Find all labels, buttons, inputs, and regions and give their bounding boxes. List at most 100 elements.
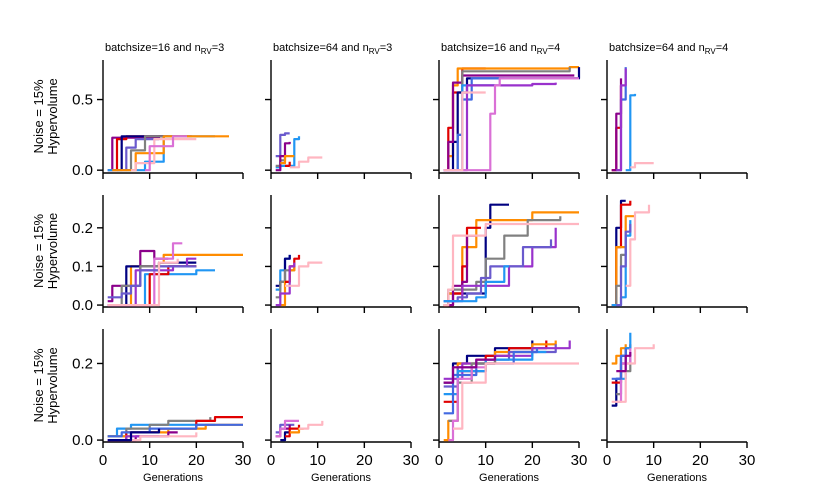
series-group-r1-c1 [275, 254, 323, 307]
series-line-6 [112, 135, 229, 172]
panel-r1-c1 [265, 195, 412, 313]
x-tick-label: 30 [571, 452, 588, 469]
x-tick-label: 0 [435, 452, 443, 469]
series-line-4 [107, 423, 243, 438]
series-line-0 [443, 67, 486, 172]
y-tick-label: 0.2 [72, 355, 93, 372]
series-line-9 [107, 258, 179, 307]
series-line-6 [299, 420, 324, 430]
y-tick-label: 0.5 [72, 92, 93, 109]
x-axis-title: Generations [647, 472, 707, 484]
series-line-4 [280, 155, 295, 165]
series-line-3 [443, 344, 557, 388]
series-line-0 [611, 199, 626, 307]
y-tick-label: 0.1 [72, 258, 93, 275]
series-group-r2-c0 [107, 416, 243, 442]
x-axis-title: Generations [311, 472, 371, 484]
series-group-r0-c1 [275, 132, 323, 172]
column-title-3: batchsize=64 and nRV=4 [609, 42, 728, 56]
x-tick-label: 30 [403, 452, 420, 469]
series-group-r1-c3 [611, 199, 651, 307]
series-line-9 [453, 362, 579, 430]
row-ylabel-1-line-1: Hypervolume [45, 213, 60, 290]
series-group-r1-c2 [443, 203, 579, 307]
x-tick-label: 10 [141, 452, 158, 469]
series-line-10 [443, 355, 497, 384]
row-ylabel-2-line-0: Noise = 15% [31, 348, 46, 423]
x-tick-label: 20 [188, 452, 205, 469]
row-ylabel-0-line-1: Hypervolume [45, 78, 60, 155]
series-line-3 [107, 265, 197, 307]
panel-r0-c2 [433, 60, 580, 179]
series-line-2 [611, 215, 635, 307]
row-ylabel-0-line-0: Noise = 15% [31, 79, 46, 154]
x-tick-label: 30 [739, 452, 756, 469]
series-group-r0-c2 [443, 66, 581, 172]
series-line-1 [275, 132, 290, 158]
series-line-3 [616, 68, 627, 172]
panel-r0-c1 [265, 60, 412, 179]
series-line-9 [443, 91, 486, 172]
series-line-7 [443, 82, 557, 172]
panel-r0-c3 [601, 60, 748, 179]
x-tick-label: 0 [603, 452, 611, 469]
x-tick-label: 10 [645, 452, 662, 469]
series-line-1 [443, 211, 579, 307]
column-title-2: batchsize=16 and nRV=4 [441, 42, 560, 56]
y-tick-label: 0.2 [72, 220, 93, 237]
y-tick-label: 0.0 [72, 432, 93, 449]
x-tick-label: 10 [477, 452, 494, 469]
panel-r2-c2: 0 10 20 30 Generations [433, 329, 587, 484]
series-line-8 [443, 77, 579, 172]
series-line-4 [625, 93, 637, 172]
series-line-6 [616, 224, 632, 307]
series-line-5 [285, 161, 291, 167]
series-line-8 [616, 352, 632, 373]
row-ylabel-2-line-1: Hypervolume [45, 347, 60, 424]
column-title-1: batchsize=64 and nRV=3 [273, 42, 392, 56]
series-line-3 [107, 423, 243, 438]
x-tick-label: 20 [692, 452, 709, 469]
series-group-r2-c3 [611, 332, 655, 407]
series-group-r2-c1 [275, 419, 324, 442]
series-line-5 [630, 162, 654, 169]
x-axis-title: Generations [479, 472, 539, 484]
column-title-0: batchsize=16 and nRV=3 [105, 42, 224, 56]
panel-r2-c1: 0 10 20 30 Generations [265, 329, 419, 484]
series-group-r0-c0 [107, 135, 229, 172]
panel-r2-c0: 0.0 0.2 0 10 20 30 Generations [72, 329, 251, 484]
series-line-6 [289, 156, 323, 169]
x-axis-title: Generations [143, 472, 203, 484]
series-line-8 [145, 135, 187, 172]
series-line-0 [275, 254, 291, 291]
series-line-0 [275, 136, 301, 169]
x-tick-label: 30 [235, 452, 252, 469]
panel-r1-c0: 0.0 0.1 0.2 [72, 195, 244, 314]
series-line-0 [107, 423, 215, 438]
series-line-4 [453, 67, 571, 172]
series-line-2 [275, 419, 299, 438]
series-line-8 [107, 265, 197, 299]
series-line-4 [285, 424, 301, 438]
series-line-5 [443, 222, 579, 307]
series-line-6 [611, 344, 655, 403]
series-line-5 [625, 204, 651, 287]
series-line-8 [443, 265, 509, 303]
series-line-8 [107, 428, 161, 442]
series-line-4 [616, 355, 632, 396]
x-tick-label: 10 [309, 452, 326, 469]
panel-r2-c3: 0 10 20 30 Generations [601, 329, 755, 484]
x-tick-label: 0 [99, 452, 107, 469]
panel-r1-c3 [601, 195, 748, 313]
y-tick-label: 0.0 [72, 162, 93, 179]
series-group-r0-c3 [611, 67, 654, 172]
series-line-7 [611, 348, 627, 380]
series-line-1 [275, 424, 291, 438]
series-line-6 [285, 261, 323, 287]
series-group-r2-c2 [443, 340, 579, 442]
series-line-8 [448, 363, 487, 442]
series-line-1 [611, 78, 623, 172]
row-ylabel-1-line-0: Noise = 15% [31, 214, 46, 289]
y-tick-label: 0.0 [72, 297, 93, 314]
